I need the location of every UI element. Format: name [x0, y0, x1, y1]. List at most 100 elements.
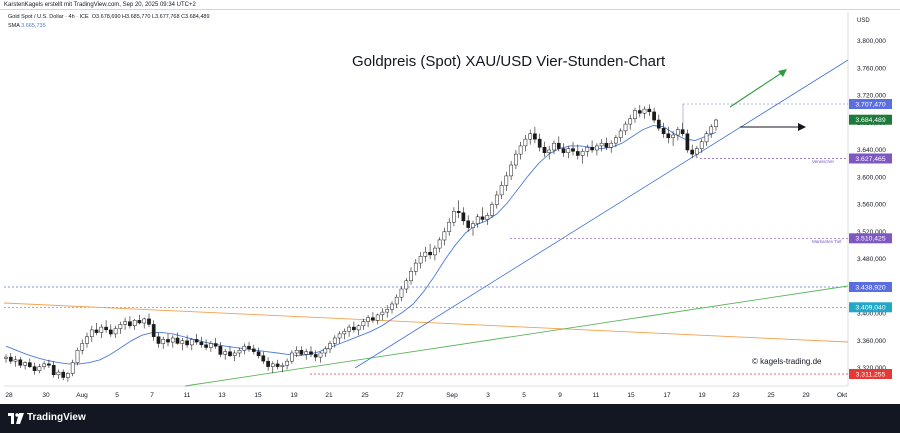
- candle-body: [352, 326, 356, 331]
- candle-body: [199, 341, 204, 346]
- candle-body: [695, 148, 699, 155]
- candle-body: [671, 134, 675, 138]
- candle-body: [75, 350, 80, 363]
- price-tag-label: 3.438,920: [855, 284, 885, 291]
- candle-body: [13, 359, 18, 362]
- x-tick-label: 19: [698, 392, 706, 399]
- x-tick-label: 19: [290, 392, 298, 399]
- candle-body: [652, 111, 656, 121]
- y-tick-label: 3.480,000: [857, 256, 886, 263]
- candle-body: [37, 366, 42, 371]
- candle-body: [18, 359, 23, 366]
- candle-body: [452, 211, 456, 223]
- price-labels: 3.707,470 3.684,489 3.627,465 3.510,425 3.43…: [849, 99, 892, 379]
- candle-body: [8, 356, 13, 362]
- credit-bar: KarstenKagels erstellt mit TradingView.c…: [0, 0, 900, 10]
- candle-body: [89, 329, 94, 337]
- sma-line: [5, 125, 717, 365]
- resistance-trendline: [3, 302, 849, 343]
- symbol-legend: Gold Spot / U.S. Dollar · 4h · ICE O3.67…: [8, 14, 210, 20]
- x-tick-label: 11: [184, 392, 191, 399]
- candle-body: [399, 288, 404, 298]
- candle-body: [571, 148, 575, 152]
- candle-body: [66, 373, 70, 378]
- tradingview-logo: [8, 413, 24, 424]
- price-chart[interactable]: 3.800,0003.760,0003.720,0003.680,0003.64…: [0, 0, 900, 404]
- y-tick-label: 3.360,000: [857, 338, 886, 345]
- price-tag-bg: [849, 233, 892, 244]
- sma-legend: SMA 3.665,735: [8, 23, 46, 29]
- x-tick-label: 25: [361, 392, 369, 399]
- x-tick-label: 15: [627, 392, 635, 399]
- up-arrow-line: [729, 71, 784, 108]
- candle-body: [108, 329, 113, 335]
- candle-body: [566, 148, 571, 153]
- footer-bar: TradingView: [0, 404, 900, 433]
- candle-body: [23, 362, 27, 366]
- chart-title: Goldpreis (Spot) XAU/USD Vier-Stunden-Ch…: [352, 53, 666, 70]
- time-axis[interactable]: 28 30 Aug 5 7 11 13 15 19 21 25 27 Sep 3 5 9 11 15 17 19 23 2…: [4, 385, 848, 399]
- candle-body: [471, 223, 475, 228]
- candle-body: [680, 129, 685, 134]
- candle-body: [332, 337, 337, 344]
- candle-body: [32, 366, 37, 371]
- candle-body: [499, 185, 504, 196]
- candle-body: [237, 350, 242, 354]
- candle-body: [447, 221, 452, 232]
- price-tag: 3.311,255: [849, 369, 892, 379]
- candle-body: [132, 320, 137, 326]
- candle-body: [656, 119, 661, 129]
- ohlc-values: O3.678,690 H3.685,770 L3.677,768 C3.684,…: [91, 14, 210, 20]
- footer-brand: TradingView: [27, 412, 86, 423]
- candle-body: [504, 175, 509, 186]
- annotation-verwischer: Verwischer: [812, 159, 835, 164]
- candle-body: [80, 343, 85, 351]
- price-tag-bg: [849, 153, 892, 164]
- candle-body: [170, 337, 175, 343]
- candle-body: [261, 355, 266, 362]
- x-tick-label: 29: [802, 392, 810, 399]
- candle-body: [342, 330, 347, 335]
- price-tag-label: 3.627,465: [855, 156, 885, 163]
- candle-body: [633, 110, 637, 119]
- candle-body: [442, 231, 447, 241]
- candle-body: [194, 339, 199, 343]
- candle-body: [161, 339, 166, 344]
- candle-body: [294, 350, 299, 354]
- candle-body: [104, 326, 108, 331]
- price-tag-bg: [849, 114, 892, 125]
- candle-body: [466, 220, 471, 228]
- candle-body: [175, 337, 180, 344]
- candle-body: [232, 352, 237, 356]
- x-tick-label: 5: [522, 392, 526, 399]
- candle-body: [475, 216, 480, 224]
- annotation-markantes-tief: Markantes Tief: [812, 239, 842, 244]
- candle-body: [480, 216, 485, 220]
- candle-body: [94, 329, 99, 333]
- candle-body: [533, 133, 537, 140]
- candle-body: [433, 247, 437, 256]
- x-tick-label: 15: [254, 392, 262, 399]
- candle-body: [509, 164, 513, 177]
- candle-body: [380, 311, 385, 316]
- price-tag-bg: [849, 99, 892, 109]
- y-tick-label: 3.400,000: [857, 311, 886, 318]
- candle-body: [394, 296, 399, 305]
- x-tick-label: 3: [486, 392, 490, 399]
- candle-body: [385, 309, 390, 313]
- candle-body: [714, 119, 718, 128]
- price-axis[interactable]: 3.800,0003.760,0003.720,0003.680,0003.64…: [847, 12, 886, 386]
- candle-body: [514, 153, 518, 166]
- candle-body: [147, 318, 151, 325]
- candle-body: [409, 271, 413, 282]
- candle-body: [528, 133, 533, 140]
- candle-body: [661, 127, 666, 134]
- candle-body: [47, 363, 51, 366]
- candle-body: [361, 321, 366, 327]
- y-tick-label: 3.640,000: [857, 147, 886, 154]
- candle-body: [27, 362, 32, 367]
- candle-body: [604, 142, 609, 148]
- candle-body: [485, 215, 490, 220]
- candle-body: [256, 351, 261, 357]
- support-trendline: [184, 285, 849, 387]
